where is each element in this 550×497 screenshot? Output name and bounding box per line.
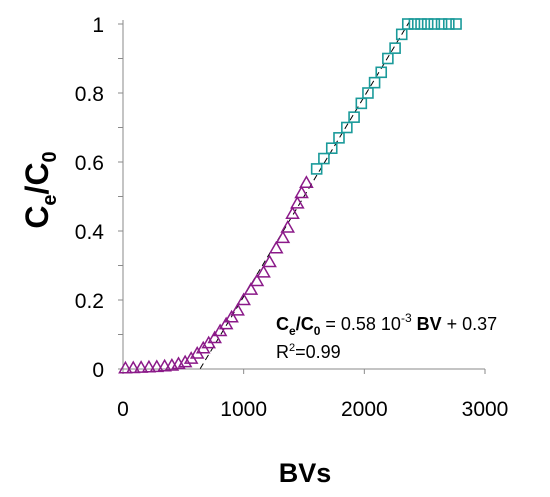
triangle-point xyxy=(224,309,239,323)
triangle-point xyxy=(141,359,157,373)
triangle-point xyxy=(133,360,149,373)
triangle-point xyxy=(285,206,300,219)
x-axis-title: BVs xyxy=(279,458,332,488)
square-point xyxy=(442,18,455,30)
square-point xyxy=(355,97,368,110)
triangle-point xyxy=(207,330,222,344)
y-tick-label: 0.4 xyxy=(75,221,105,244)
square-point xyxy=(318,152,330,165)
triangle-point xyxy=(256,264,271,278)
square-point xyxy=(348,111,360,123)
triangle-point xyxy=(268,240,284,254)
triangle-point xyxy=(243,282,259,295)
triangle-point xyxy=(218,316,234,330)
y-tick-label: 0.8 xyxy=(75,83,104,106)
square-point xyxy=(421,18,434,30)
y-axis-title: Ce/C0 xyxy=(19,151,61,228)
y-tick-label: 0 xyxy=(92,359,104,382)
square-point xyxy=(395,28,408,41)
triangle-point xyxy=(275,230,291,244)
y-tick-label: 0.2 xyxy=(75,290,104,313)
y-tick-label: 1 xyxy=(92,14,104,37)
fit-r-squared: R2=0.99 xyxy=(276,342,341,362)
triangle-point xyxy=(294,185,309,199)
square-point xyxy=(333,132,345,144)
x-tick-label: 3000 xyxy=(462,398,509,421)
square-point xyxy=(401,18,414,30)
square-point xyxy=(368,76,381,89)
triangle-point xyxy=(125,360,141,374)
square-point xyxy=(341,121,353,134)
triangle-point xyxy=(149,359,165,373)
triangle-point xyxy=(177,354,193,368)
x-tick-label: 0 xyxy=(117,398,129,421)
square-point xyxy=(382,52,394,65)
square-point xyxy=(435,18,448,30)
triangle-point xyxy=(230,302,245,316)
y-tick-label: 0.6 xyxy=(75,152,104,175)
triangle-point xyxy=(236,292,251,306)
square-point xyxy=(325,142,338,154)
square-point xyxy=(375,66,388,79)
square-point xyxy=(428,18,441,30)
square-point xyxy=(362,87,374,99)
triangle-point xyxy=(118,360,133,374)
triangle-point xyxy=(212,323,228,337)
square-point xyxy=(389,42,401,54)
x-tick-label: 1000 xyxy=(220,398,267,421)
triangle-point xyxy=(299,175,314,188)
triangle-point xyxy=(249,273,265,287)
axes: 0 0.2 0.4 0.6 0.8 1 0 1000 2000 3000 xyxy=(75,14,509,421)
data-points xyxy=(118,18,462,374)
square-point xyxy=(415,18,427,30)
triangle-point xyxy=(280,220,296,233)
triangle-point xyxy=(262,254,277,268)
square-point xyxy=(408,18,421,30)
triangle-point xyxy=(290,195,305,209)
square-point xyxy=(450,18,462,30)
x-tick-label: 2000 xyxy=(341,398,388,421)
square-point xyxy=(310,163,323,175)
fit-equation: Ce/C0 = 0.58 10-3 BV + 0.37 xyxy=(276,311,497,338)
